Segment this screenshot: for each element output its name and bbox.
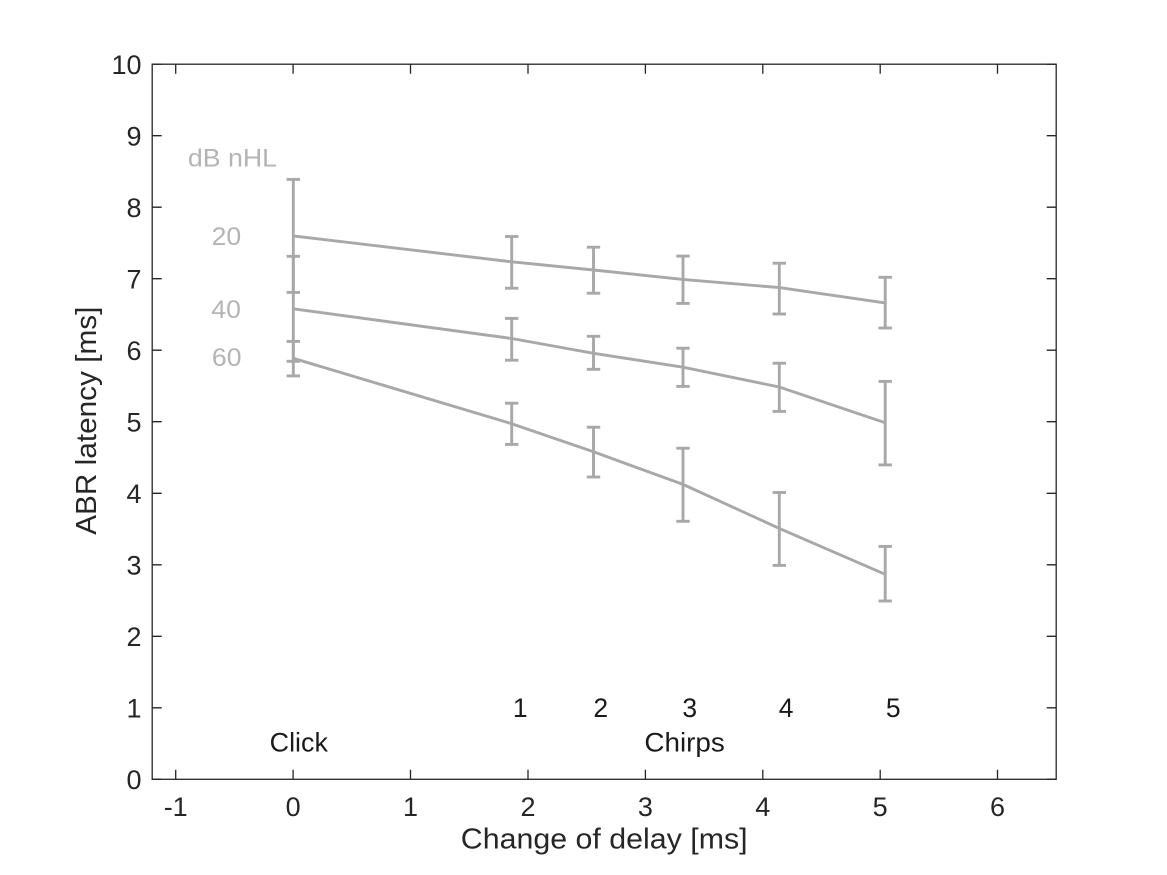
svg-text:9: 9 [126, 121, 141, 151]
svg-text:7: 7 [126, 264, 141, 294]
svg-text:3: 3 [126, 550, 141, 580]
svg-text:Chirps: Chirps [644, 727, 725, 757]
svg-text:4: 4 [126, 479, 141, 509]
svg-text:2: 2 [126, 622, 141, 652]
svg-text:0: 0 [286, 792, 301, 822]
svg-text:60: 60 [212, 344, 242, 372]
svg-text:dB nHL: dB nHL [188, 145, 277, 173]
svg-text:0: 0 [126, 765, 141, 795]
svg-text:5: 5 [886, 693, 901, 723]
svg-text:6: 6 [126, 336, 141, 366]
svg-text:3: 3 [638, 792, 653, 822]
svg-text:4: 4 [779, 693, 794, 723]
svg-text:1: 1 [513, 693, 528, 723]
svg-text:Change of delay [ms]: Change of delay [ms] [461, 824, 748, 856]
svg-text:3: 3 [682, 693, 697, 723]
svg-text:2: 2 [593, 693, 608, 723]
svg-text:4: 4 [755, 792, 770, 822]
svg-text:-1: -1 [164, 792, 188, 822]
svg-text:2: 2 [520, 792, 535, 822]
svg-text:10: 10 [111, 50, 141, 80]
svg-text:40: 40 [211, 296, 241, 324]
svg-text:8: 8 [126, 193, 141, 223]
svg-text:Click: Click [270, 727, 329, 757]
svg-text:1: 1 [126, 693, 141, 723]
svg-text:20: 20 [212, 223, 242, 251]
svg-text:6: 6 [990, 792, 1005, 822]
svg-text:ABR latency [ms]: ABR latency [ms] [71, 307, 103, 535]
svg-text:1: 1 [403, 792, 418, 822]
svg-text:5: 5 [873, 792, 888, 822]
svg-text:5: 5 [126, 407, 141, 437]
